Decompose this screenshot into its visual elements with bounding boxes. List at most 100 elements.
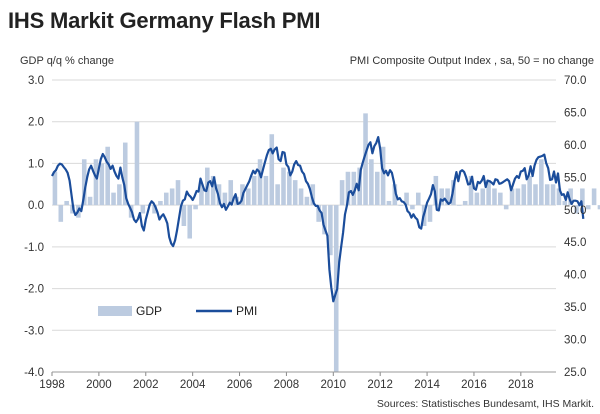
- right-tick-label: 45.0: [564, 237, 586, 249]
- gdp-bar: [392, 184, 398, 206]
- gdp-bar: [304, 196, 310, 206]
- gdp-bar: [462, 200, 468, 206]
- gdp-bar: [474, 192, 480, 206]
- left-tick-label: 1.0: [28, 158, 44, 170]
- gdp-bar: [498, 192, 503, 206]
- gdp-bar: [163, 192, 169, 206]
- gdp-bar: [374, 171, 380, 206]
- gdp-bar: [298, 188, 304, 206]
- x-tick-label: 2014: [414, 379, 440, 391]
- gdp-bar: [433, 175, 439, 206]
- gdp-bar: [439, 188, 445, 206]
- gdp-bar: [533, 184, 538, 206]
- gdp-bar: [287, 171, 292, 206]
- gdp-bar: [527, 175, 532, 206]
- gdp-bar: [351, 171, 357, 206]
- gdp-bar: [369, 159, 374, 206]
- right-tick-label: 30.0: [564, 335, 586, 347]
- gdp-bar: [117, 184, 122, 206]
- axes: 3.0 2.0 1.0 0.0 -1.0 -2.0 -3.0 -4.0 70.0 65.0 60.0…: [24, 75, 586, 391]
- left-tick-label: -4.0: [24, 367, 44, 379]
- left-tick-label: -2.0: [24, 284, 44, 296]
- x-tick-label: 2004: [180, 379, 206, 391]
- gdp-bar: [404, 192, 409, 206]
- gdp-bar: [310, 184, 316, 206]
- gdp-bar: [58, 205, 64, 222]
- gdp-bar: [52, 171, 58, 206]
- gdp-bar: [292, 180, 298, 206]
- gdp-bar: [415, 192, 421, 206]
- right-tick-label: 35.0: [564, 302, 586, 314]
- gdp-bar: [169, 188, 175, 206]
- left-tick-label: 3.0: [28, 75, 44, 87]
- gdp-bar: [363, 113, 368, 206]
- gdp-bar: [134, 121, 140, 206]
- gdp-bars: [52, 113, 600, 372]
- gdp-bar: [328, 205, 333, 256]
- right-tick-label: 40.0: [564, 270, 586, 282]
- gdp-bar: [562, 200, 568, 206]
- gdp-bar: [93, 159, 99, 206]
- gdp-bar: [251, 175, 257, 206]
- legend-gdp-swatch: [98, 306, 132, 316]
- chart-title: IHS Markit Germany Flash PMI: [8, 8, 321, 33]
- gdp-bar: [597, 205, 600, 210]
- gdp-bar: [175, 180, 181, 206]
- gdp-bar: [87, 196, 93, 206]
- gdp-bar: [521, 184, 527, 206]
- left-axis-caption: GDP q/q % change: [20, 55, 114, 67]
- gdp-bar: [193, 205, 198, 210]
- gdp-bar: [457, 205, 462, 206]
- gdp-bar: [158, 200, 163, 206]
- gdp-bar: [591, 188, 597, 206]
- gdp-bar: [105, 146, 110, 206]
- gdp-bar: [445, 188, 450, 206]
- gdp-bar: [515, 188, 521, 206]
- gdp-bar: [410, 205, 415, 210]
- gdp-bar: [199, 184, 204, 206]
- right-tick-label: 25.0: [564, 367, 586, 379]
- pmi-line-group: [51, 136, 585, 303]
- x-tick-label: 2000: [86, 379, 112, 391]
- x-tick-label: 2018: [508, 379, 534, 391]
- gdp-bar: [556, 188, 562, 206]
- legend-pmi-label: PMI: [236, 304, 257, 318]
- gdp-bar: [152, 205, 157, 214]
- gdp-bar: [544, 184, 550, 206]
- right-tick-label: 60.0: [564, 140, 586, 152]
- left-tick-label: -1.0: [24, 242, 44, 254]
- x-tick-label: 2002: [133, 379, 159, 391]
- gdp-bar: [81, 159, 87, 206]
- gdp-bar: [345, 171, 351, 206]
- gdp-bar: [140, 205, 146, 214]
- gdp-bar: [427, 205, 433, 222]
- gdp-bar: [509, 188, 515, 206]
- gdp-bar: [398, 205, 403, 206]
- gdp-bar: [585, 205, 591, 210]
- gdp-bar: [574, 205, 579, 214]
- gdp-bar: [480, 188, 486, 206]
- gdp-bar: [210, 175, 216, 206]
- gdp-bar: [322, 205, 327, 235]
- gdp-bar: [281, 167, 286, 206]
- gdp-bar: [468, 175, 474, 206]
- gdp-bar: [269, 134, 275, 206]
- gdp-bar: [568, 188, 573, 206]
- left-tick-label: 2.0: [28, 117, 44, 129]
- x-tick-label: 1998: [39, 379, 65, 391]
- gdp-bar: [181, 205, 187, 226]
- x-tick-label: 2016: [461, 379, 487, 391]
- gdp-bar: [316, 205, 321, 222]
- x-tick-label: 2012: [367, 379, 393, 391]
- legend: GDP PMI: [98, 304, 257, 318]
- gdp-bar: [503, 205, 509, 210]
- gdp-bar: [580, 188, 585, 206]
- legend-gdp-label: GDP: [136, 304, 162, 318]
- gridlines: [52, 79, 556, 373]
- right-tick-label: 50.0: [564, 205, 586, 217]
- right-tick-label: 70.0: [564, 75, 586, 87]
- right-axis-caption: PMI Composite Output Index , sa, 50 = no…: [349, 55, 594, 67]
- left-tick-label: -3.0: [24, 325, 44, 337]
- gdp-bar: [222, 192, 228, 206]
